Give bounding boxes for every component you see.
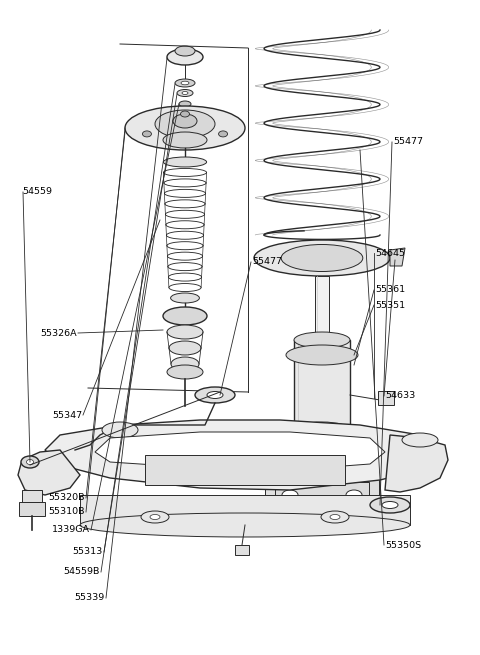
- Polygon shape: [95, 432, 385, 470]
- Polygon shape: [45, 420, 430, 490]
- Ellipse shape: [195, 387, 235, 403]
- Ellipse shape: [382, 502, 398, 508]
- Polygon shape: [390, 248, 405, 266]
- Ellipse shape: [125, 106, 245, 150]
- Ellipse shape: [163, 132, 207, 148]
- Bar: [145, 455, 345, 485]
- Text: 55347: 55347: [52, 411, 82, 419]
- Bar: [235, 545, 249, 555]
- Text: 55326A: 55326A: [40, 329, 77, 337]
- Text: 55313: 55313: [73, 548, 103, 557]
- Polygon shape: [18, 450, 80, 495]
- Bar: [378, 391, 394, 405]
- Ellipse shape: [281, 244, 363, 272]
- Ellipse shape: [286, 345, 358, 365]
- Bar: [22, 490, 42, 502]
- Ellipse shape: [171, 357, 199, 371]
- Ellipse shape: [167, 365, 203, 379]
- Bar: [315, 276, 329, 340]
- Ellipse shape: [173, 114, 197, 128]
- Ellipse shape: [265, 455, 279, 475]
- Bar: [80, 495, 410, 525]
- Ellipse shape: [102, 422, 138, 438]
- Ellipse shape: [175, 46, 195, 56]
- Bar: [364, 440, 379, 495]
- Ellipse shape: [364, 455, 379, 475]
- Ellipse shape: [163, 307, 207, 325]
- Polygon shape: [385, 435, 448, 492]
- Ellipse shape: [346, 490, 362, 500]
- Ellipse shape: [282, 490, 298, 500]
- Text: 1339GA: 1339GA: [52, 525, 90, 534]
- Text: 55477: 55477: [393, 138, 423, 147]
- Text: 54633: 54633: [385, 392, 415, 400]
- Text: 55477: 55477: [252, 257, 282, 267]
- Ellipse shape: [254, 240, 390, 276]
- Text: 55350S: 55350S: [385, 540, 421, 550]
- Ellipse shape: [181, 81, 189, 84]
- Ellipse shape: [180, 111, 190, 117]
- Ellipse shape: [175, 79, 195, 87]
- Bar: [280, 430, 364, 490]
- Ellipse shape: [294, 332, 350, 348]
- Bar: [19, 502, 45, 516]
- Ellipse shape: [294, 422, 350, 438]
- Ellipse shape: [167, 325, 203, 339]
- Ellipse shape: [370, 497, 410, 513]
- Text: 55310B: 55310B: [48, 508, 85, 517]
- Ellipse shape: [179, 101, 191, 107]
- Bar: [294, 340, 350, 430]
- Text: 54645: 54645: [375, 248, 405, 257]
- Text: 54559B: 54559B: [64, 567, 100, 576]
- Ellipse shape: [402, 433, 438, 447]
- Bar: [275, 482, 369, 500]
- Ellipse shape: [80, 513, 410, 537]
- Text: 55339: 55339: [75, 593, 105, 603]
- Ellipse shape: [182, 92, 188, 94]
- Ellipse shape: [330, 514, 340, 519]
- Ellipse shape: [141, 511, 169, 523]
- Ellipse shape: [169, 341, 201, 355]
- Ellipse shape: [21, 456, 39, 468]
- Text: 55320B: 55320B: [48, 493, 85, 502]
- Text: 55361: 55361: [375, 286, 405, 295]
- Ellipse shape: [321, 511, 349, 523]
- Ellipse shape: [218, 131, 228, 137]
- Ellipse shape: [207, 392, 223, 398]
- Ellipse shape: [177, 90, 193, 96]
- Text: 55351: 55351: [375, 301, 405, 310]
- Text: 54559: 54559: [22, 187, 52, 196]
- Ellipse shape: [150, 514, 160, 519]
- Ellipse shape: [155, 110, 215, 138]
- Ellipse shape: [26, 460, 34, 464]
- Bar: [265, 440, 280, 495]
- Ellipse shape: [143, 131, 151, 137]
- Ellipse shape: [167, 49, 203, 65]
- Ellipse shape: [170, 293, 199, 303]
- Ellipse shape: [163, 157, 206, 167]
